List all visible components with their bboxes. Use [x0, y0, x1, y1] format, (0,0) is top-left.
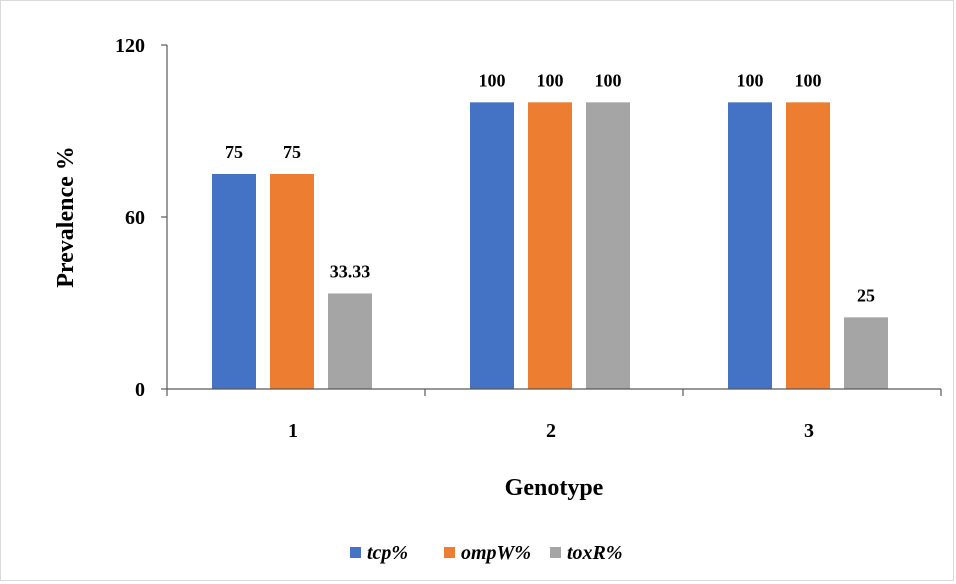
legend-swatch-ompW — [444, 547, 455, 558]
data-label: 100 — [795, 70, 822, 90]
bar-tcp-1 — [212, 174, 256, 389]
y-tick-label: 120 — [115, 35, 145, 57]
bar-tcp-3 — [728, 102, 772, 389]
x-tick-label: 1 — [288, 420, 298, 442]
bar-ompW-3 — [786, 102, 830, 389]
x-tick-label: 3 — [804, 420, 814, 442]
data-label: 100 — [479, 70, 506, 90]
data-label: 100 — [595, 70, 622, 90]
bar-ompW-1 — [270, 174, 314, 389]
bar-toxR-2 — [586, 102, 630, 389]
y-tick-label: 60 — [125, 207, 145, 229]
x-axis-title: Genotype — [505, 475, 604, 501]
legend-label-tcp: tcp% — [367, 542, 408, 564]
data-labels-group: 75 75 33.33 100 100 100 100 100 25 — [225, 70, 875, 305]
legend-label-ompW: ompW% — [461, 542, 531, 564]
data-label: 33.33 — [330, 261, 371, 281]
bar-tcp-2 — [470, 102, 514, 389]
bar-ompW-2 — [528, 102, 572, 389]
legend: tcp% ompW% toxR% — [350, 542, 623, 564]
bar-toxR-3 — [844, 317, 888, 389]
bar-toxR-1 — [328, 293, 372, 389]
legend-swatch-tcp — [350, 547, 361, 558]
data-label: 25 — [857, 285, 875, 305]
x-tick-label: 2 — [546, 420, 556, 442]
legend-label-toxR: toxR% — [567, 542, 623, 564]
data-label: 100 — [737, 70, 764, 90]
data-label: 75 — [283, 142, 301, 162]
data-label: 75 — [225, 142, 243, 162]
y-tick-label: 0 — [135, 379, 145, 401]
bars-group — [212, 102, 888, 389]
axes-group: 0 60 120 1 2 3 — [115, 35, 942, 442]
data-label: 100 — [537, 70, 564, 90]
y-axis-title: Prevalence % — [53, 146, 79, 288]
legend-swatch-toxR — [550, 547, 561, 558]
